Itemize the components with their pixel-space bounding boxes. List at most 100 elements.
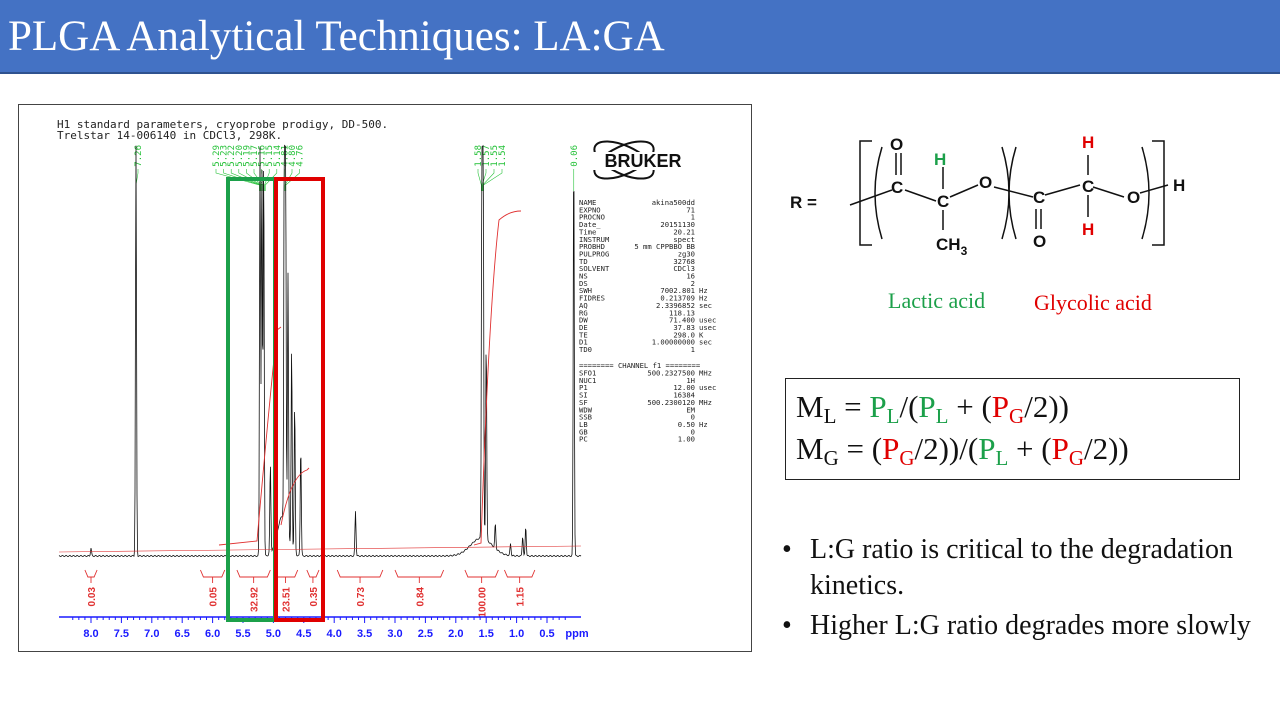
param-name: SSB <box>579 413 592 422</box>
axis-unit-label: ppm <box>565 628 588 640</box>
param-value: 5 mm CPPBBO BB <box>634 242 695 251</box>
param-value: 298.0 <box>673 330 695 339</box>
title-bar: PLGA Analytical Techniques: LA:GA <box>0 0 1280 74</box>
param-name: PC <box>579 435 588 444</box>
param-value: 500.2300120 <box>647 398 695 407</box>
integral-value: 0.35 <box>309 587 320 607</box>
param-value: 1.00000000 <box>652 338 695 347</box>
peak-label: 0.06 <box>570 145 580 167</box>
param-unit: usec <box>699 383 716 392</box>
axis-tick-label: 2.5 <box>418 628 433 640</box>
integral-value: 0.05 <box>209 587 220 607</box>
param-value: 0 <box>691 413 695 422</box>
lactic-open-paren <box>874 146 883 240</box>
integral-markers: 0.03 0.05 32.92 23.51 0.35 0.73 0.84 100.00 1.15 <box>58 210 582 618</box>
integral-value: 23.51 <box>282 587 293 612</box>
param-name: EXPNO <box>579 205 601 214</box>
axis-tick-label: 0.5 <box>539 628 554 640</box>
glycolic-hydrogen-top: H <box>1082 133 1094 152</box>
param-unit: MHz <box>699 398 712 407</box>
bullet-dot: • <box>782 534 792 565</box>
param-unit: MHz <box>699 369 712 378</box>
param-value: 1 <box>691 213 695 222</box>
carbon-c4: C <box>1082 177 1094 196</box>
glycolic-acid-label: Glycolic acid <box>1034 290 1152 315</box>
nmr-header-line-2: Trelstar 14-006140 in CDCl3, 298K. <box>57 129 282 142</box>
peak-label: 4.80 <box>288 145 298 167</box>
param-name: DW <box>579 316 588 325</box>
bullet-list: • L:G ratio is critical to the degradatio… <box>782 532 1252 648</box>
lactic-hydrogen: H <box>934 150 946 169</box>
param-name: TD0 <box>579 345 592 354</box>
param-value: 0.50 <box>678 420 695 429</box>
carbonyl-oxygen-2: O <box>1033 232 1046 251</box>
param-name: TE <box>579 330 588 339</box>
param-unit: Hz <box>699 420 708 429</box>
formula-ml: ML = PL/(PL + (PG/2)) <box>796 389 1069 428</box>
bullet-item: • Higher L:G ratio degrades more slowly <box>782 608 1252 644</box>
param-value: EM <box>686 405 695 414</box>
peak-label: 5.15 <box>265 145 275 167</box>
param-value: 7002.801 <box>660 286 695 295</box>
spectrum-line <box>58 144 582 558</box>
peak-label: 4.76 <box>296 145 306 167</box>
carbon-c1: C <box>891 178 903 197</box>
nmr-spectrum-figure: H1 standard parameters, cryoprobe prodig… <box>18 104 752 652</box>
param-value: akina500dd <box>652 198 695 207</box>
param-unit: Hz <box>699 286 708 295</box>
integral-bracket <box>394 569 445 578</box>
param-name: LB <box>579 420 588 429</box>
bullet-dot: • <box>782 610 792 641</box>
nmr-spectrum-svg: H1 standard parameters, cryoprobe prodig… <box>57 118 716 640</box>
integral-curve <box>280 467 310 526</box>
plga-structure: R = O C H C C H <box>780 125 1200 275</box>
nmr-parameter-table: NAME akina500dd EXPNO 71 PROCNO 1 Date_ 2015113… <box>579 198 716 444</box>
lactic-acid-label: Lactic acid <box>888 288 986 313</box>
param-name: RG <box>579 308 588 317</box>
param-name: NAME <box>579 198 596 207</box>
param-value: zg30 <box>678 249 695 258</box>
param-value: 0.213709 <box>660 294 695 303</box>
axis-tick-label: 1.0 <box>509 628 524 640</box>
param-value: 2.3396852 <box>656 301 695 310</box>
param-value: 500.2327500 <box>647 369 695 378</box>
left-square-bracket <box>859 140 872 246</box>
param-name: SOLVENT <box>579 264 610 273</box>
bullet-text: Higher L:G ratio degrades more slowly <box>810 610 1251 641</box>
param-name: NS <box>579 272 588 281</box>
param-name: SI <box>579 391 588 400</box>
nmr-header-line-1: H1 standard parameters, cryoprobe prodig… <box>57 118 388 131</box>
axis-tick-label: 6.5 <box>175 628 190 640</box>
param-value: 16 <box>686 272 695 281</box>
param-value: spect <box>673 235 695 244</box>
integral-value: 100.00 <box>478 587 489 618</box>
param-unit: usec <box>699 323 716 332</box>
ppm-axis: 8.0 7.5 7.0 6.5 6.0 5.5 5.0 4.5 4.0 3.5 3.0 2.5 2.0 1… <box>59 616 589 640</box>
axis-tick-label: 7.5 <box>114 628 129 640</box>
param-name: SWH <box>579 286 592 295</box>
param-name: DE <box>579 323 588 332</box>
param-name: Date_ <box>579 220 601 229</box>
peak-label: 5.29 <box>212 145 222 167</box>
bruker-logo: BRUKER <box>587 140 699 180</box>
axis-tick-label: 3.0 <box>387 628 402 640</box>
carbon-c3: C <box>1033 188 1045 207</box>
lactic-close-paren <box>1001 146 1010 240</box>
right-square-bracket <box>1152 140 1165 246</box>
bruker-logo-text: BRUKER <box>604 151 681 171</box>
param-name: WDW <box>579 405 593 414</box>
integral-bracket <box>306 569 320 578</box>
axis-tick-label: 8.0 <box>83 628 98 640</box>
param-name: D1 <box>579 338 588 347</box>
integral-value: 0.73 <box>356 587 367 607</box>
param-value: 118.13 <box>669 308 695 317</box>
param-unit: usec <box>699 316 716 325</box>
peak-label: 5.20 <box>235 145 245 167</box>
peak-label: 1.54 <box>498 145 508 167</box>
peak-label: 5.19 <box>242 145 252 167</box>
terminal-hydrogen: H <box>1173 176 1185 195</box>
param-value: 0 <box>691 427 695 436</box>
param-name: TD <box>579 257 588 266</box>
axis-tick-label: 4.0 <box>327 628 342 640</box>
param-name: AQ <box>579 301 588 310</box>
